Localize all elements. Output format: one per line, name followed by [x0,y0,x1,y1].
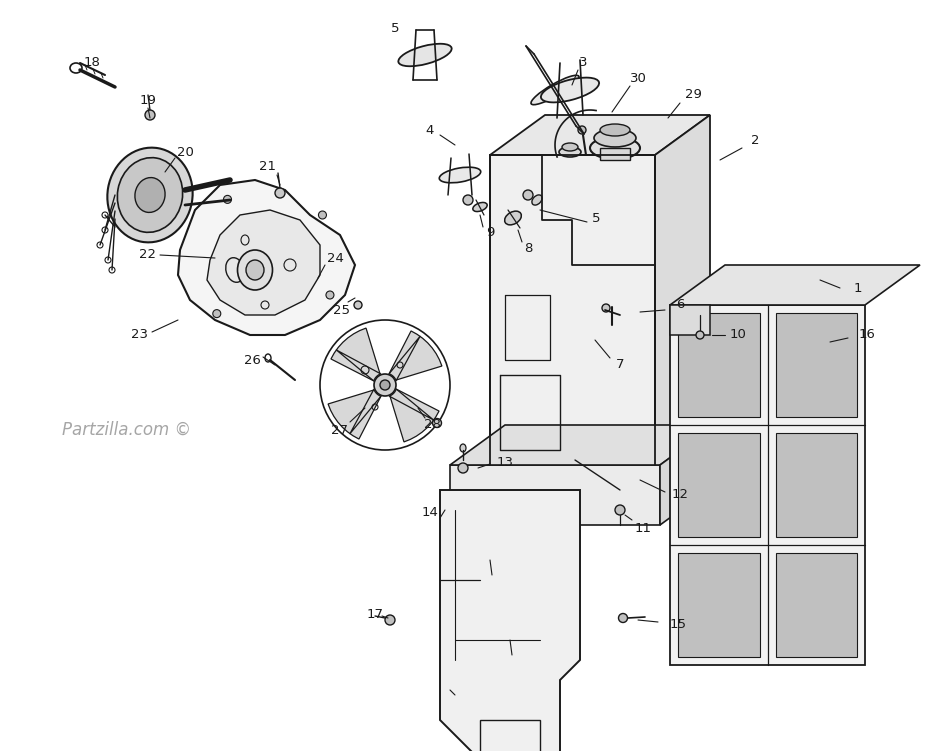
Polygon shape [178,180,355,335]
Text: 18: 18 [84,56,101,68]
Ellipse shape [594,129,636,147]
Ellipse shape [618,614,628,623]
Ellipse shape [504,211,522,225]
Ellipse shape [354,301,362,309]
Ellipse shape [615,505,625,515]
Polygon shape [490,155,655,465]
Polygon shape [678,313,759,417]
Ellipse shape [374,374,396,396]
Text: 29: 29 [685,89,701,101]
Polygon shape [678,553,759,657]
Text: Partzilla.com ©: Partzilla.com © [62,421,191,439]
Ellipse shape [432,418,442,427]
Polygon shape [207,210,320,315]
Polygon shape [328,390,381,439]
Ellipse shape [246,260,264,280]
Ellipse shape [696,331,704,339]
Text: 5: 5 [592,212,600,225]
Ellipse shape [600,124,630,136]
Text: 3: 3 [579,56,587,68]
Text: 1: 1 [854,282,863,294]
Ellipse shape [238,250,273,290]
Text: 8: 8 [523,242,532,255]
Text: 9: 9 [485,227,494,240]
Ellipse shape [275,188,285,198]
Ellipse shape [223,195,232,204]
Polygon shape [670,305,710,335]
Polygon shape [331,328,380,381]
Text: 19: 19 [140,94,157,107]
Text: 15: 15 [670,619,687,632]
Text: 30: 30 [630,71,646,85]
Ellipse shape [439,167,481,182]
Text: 20: 20 [177,146,194,158]
Ellipse shape [531,75,579,104]
Polygon shape [490,115,710,155]
Ellipse shape [590,137,640,159]
Ellipse shape [559,147,581,157]
Text: 6: 6 [675,298,684,312]
Text: 25: 25 [333,303,351,316]
Text: 14: 14 [422,505,439,518]
Ellipse shape [541,77,599,102]
Ellipse shape [523,190,533,200]
Ellipse shape [473,203,487,212]
Text: 22: 22 [140,249,157,261]
Polygon shape [440,490,580,751]
Ellipse shape [213,309,220,318]
Ellipse shape [380,380,390,390]
Text: 27: 27 [332,424,349,436]
Polygon shape [660,425,715,525]
Ellipse shape [460,444,466,452]
Polygon shape [670,305,865,665]
Polygon shape [775,433,857,537]
Ellipse shape [602,304,610,312]
Text: 13: 13 [497,456,514,469]
Polygon shape [480,720,540,751]
Text: 28: 28 [424,418,441,432]
Text: 17: 17 [367,608,384,620]
Text: 16: 16 [859,328,876,342]
Text: 23: 23 [131,328,148,342]
Ellipse shape [318,211,327,219]
Ellipse shape [118,158,182,232]
Ellipse shape [385,615,395,625]
Ellipse shape [145,110,155,120]
Text: 4: 4 [426,123,434,137]
Text: 11: 11 [635,521,652,535]
Text: 26: 26 [243,354,260,366]
Polygon shape [390,331,442,380]
Ellipse shape [532,195,542,205]
Ellipse shape [398,44,451,66]
Text: 7: 7 [616,358,624,372]
Text: 24: 24 [327,252,344,264]
Text: 12: 12 [672,488,689,502]
Ellipse shape [578,126,586,134]
Ellipse shape [463,195,473,205]
Text: 5: 5 [390,22,399,35]
Polygon shape [450,465,660,525]
Polygon shape [775,553,857,657]
Text: 2: 2 [750,134,759,146]
Polygon shape [655,115,710,465]
Polygon shape [775,313,857,417]
Ellipse shape [326,291,334,299]
Polygon shape [390,389,439,442]
Text: 10: 10 [730,328,747,342]
Ellipse shape [458,463,468,473]
Ellipse shape [562,143,578,151]
Polygon shape [600,148,630,160]
Text: 21: 21 [259,161,276,173]
Polygon shape [670,265,920,305]
Ellipse shape [107,148,193,243]
Polygon shape [678,433,759,537]
Ellipse shape [135,177,165,213]
Polygon shape [450,425,715,465]
